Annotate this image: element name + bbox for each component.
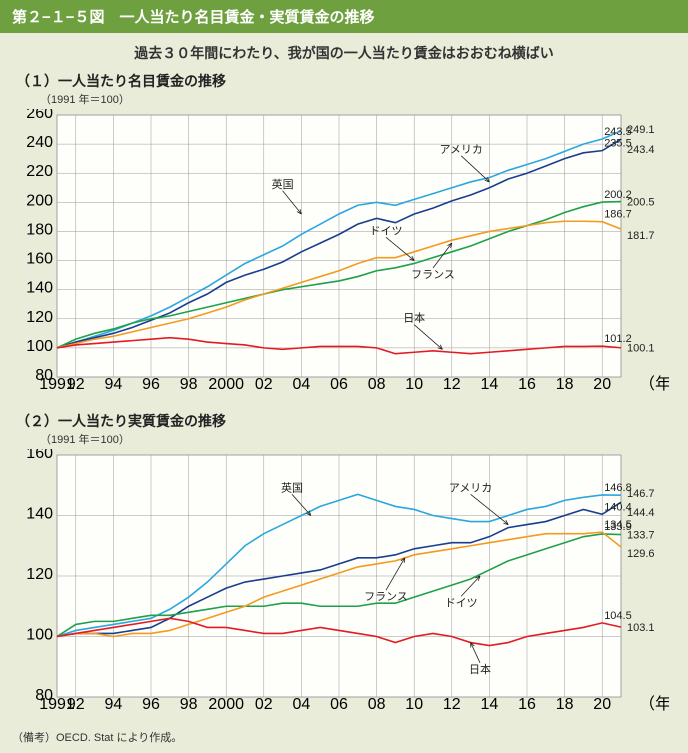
svg-text:133.7: 133.7 xyxy=(627,530,655,542)
svg-text:08: 08 xyxy=(368,696,386,713)
svg-text:06: 06 xyxy=(330,376,348,393)
svg-text:200: 200 xyxy=(26,192,53,209)
svg-text:92: 92 xyxy=(67,376,85,393)
chart1-baseline: （1991 年＝100） xyxy=(0,91,688,107)
svg-text:英国: 英国 xyxy=(281,480,303,494)
svg-text:02: 02 xyxy=(255,696,273,713)
svg-text:アメリカ: アメリカ xyxy=(449,481,492,494)
svg-text:06: 06 xyxy=(330,696,348,713)
svg-text:日本: 日本 xyxy=(403,311,425,325)
svg-text:249.1: 249.1 xyxy=(627,124,655,136)
svg-text:98: 98 xyxy=(180,376,198,393)
svg-text:120: 120 xyxy=(26,309,53,326)
svg-text:02: 02 xyxy=(255,376,273,393)
svg-text:ドイツ: ドイツ xyxy=(370,225,403,237)
svg-text:英国: 英国 xyxy=(272,177,294,191)
svg-text:92: 92 xyxy=(67,696,85,713)
svg-text:120: 120 xyxy=(26,566,53,583)
svg-text:14: 14 xyxy=(481,696,499,713)
svg-text:14: 14 xyxy=(481,376,499,393)
svg-text:94: 94 xyxy=(105,376,123,393)
svg-text:160: 160 xyxy=(26,251,53,268)
chart2-baseline: （1991 年＝100） xyxy=(0,431,688,447)
svg-text:日本: 日本 xyxy=(469,662,491,676)
svg-text:160: 160 xyxy=(26,449,53,462)
chart1-title: （１）一人当たり名目賃金の推移 xyxy=(0,67,688,91)
svg-text:104.5: 104.5 xyxy=(604,610,632,622)
svg-text:144.4: 144.4 xyxy=(627,507,655,519)
svg-text:16: 16 xyxy=(518,696,536,713)
svg-text:260: 260 xyxy=(26,109,53,122)
svg-text:96: 96 xyxy=(142,376,160,393)
chart2-title: （２）一人当たり実質賃金の推移 xyxy=(0,407,688,431)
svg-text:220: 220 xyxy=(26,163,53,180)
svg-text:20: 20 xyxy=(593,696,611,713)
svg-text:146.7: 146.7 xyxy=(627,488,655,500)
svg-text:140: 140 xyxy=(26,280,53,297)
svg-text:100.1: 100.1 xyxy=(627,343,655,355)
figure-subtitle: 過去３０年間にわたり、我が国の一人当たり賃金はおおむね横ばい xyxy=(0,33,688,67)
svg-text:20: 20 xyxy=(593,376,611,393)
svg-text:フランス: フランス xyxy=(411,269,455,281)
figure-header: 第２−１−５図 一人当たり名目賃金・実質賃金の推移 xyxy=(0,0,688,33)
svg-text:04: 04 xyxy=(293,696,311,713)
figure-note: （備考）OECD. Stat により作成。 xyxy=(0,727,688,753)
svg-text:98: 98 xyxy=(180,696,198,713)
svg-text:140: 140 xyxy=(26,506,53,523)
svg-text:18: 18 xyxy=(556,696,574,713)
svg-text:08: 08 xyxy=(368,376,386,393)
svg-text:04: 04 xyxy=(293,376,311,393)
svg-text:12: 12 xyxy=(443,696,461,713)
svg-text:10: 10 xyxy=(405,696,423,713)
svg-text:129.6: 129.6 xyxy=(627,548,655,560)
svg-text:12: 12 xyxy=(443,376,461,393)
svg-text:10: 10 xyxy=(405,376,423,393)
svg-text:（年）: （年） xyxy=(639,695,669,713)
svg-text:181.7: 181.7 xyxy=(627,230,655,242)
svg-text:94: 94 xyxy=(105,696,123,713)
svg-text:96: 96 xyxy=(142,696,160,713)
svg-text:アメリカ: アメリカ xyxy=(439,143,482,156)
svg-text:103.1: 103.1 xyxy=(627,622,655,634)
svg-text:100: 100 xyxy=(26,627,53,644)
svg-text:フランス: フランス xyxy=(364,591,408,603)
chart2-svg: 8010012014016019919294969820000204060810… xyxy=(19,449,669,719)
svg-text:2000: 2000 xyxy=(208,696,244,713)
svg-text:100: 100 xyxy=(26,338,53,355)
svg-text:ドイツ: ドイツ xyxy=(445,597,478,609)
chart1-svg: 8010012014016018020022024026019919294969… xyxy=(19,109,669,399)
svg-text:18: 18 xyxy=(556,376,574,393)
svg-text:186.7: 186.7 xyxy=(604,209,632,221)
svg-text:2000: 2000 xyxy=(208,376,244,393)
svg-text:240: 240 xyxy=(26,134,53,151)
svg-text:16: 16 xyxy=(518,376,536,393)
svg-text:180: 180 xyxy=(26,221,53,238)
svg-text:200.5: 200.5 xyxy=(627,197,655,209)
svg-text:243.4: 243.4 xyxy=(627,144,655,156)
svg-text:（年）: （年） xyxy=(639,375,669,393)
